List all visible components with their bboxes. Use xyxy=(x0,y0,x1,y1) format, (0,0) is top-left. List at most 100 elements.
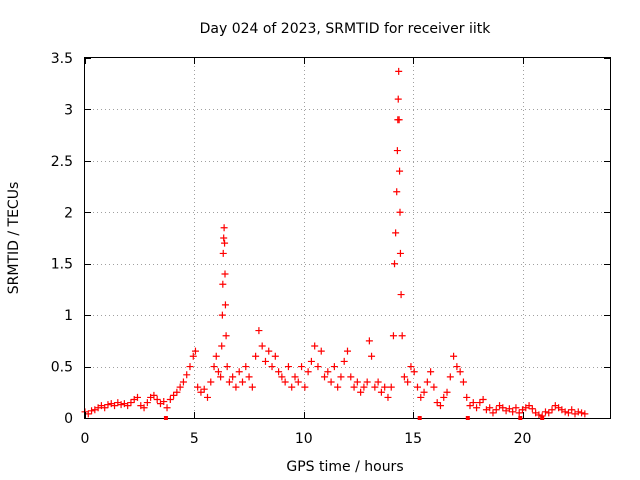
data-points xyxy=(81,67,589,420)
data-point xyxy=(222,332,230,340)
data-point xyxy=(371,383,379,391)
data-point xyxy=(535,411,543,419)
data-point xyxy=(321,373,329,381)
data-point xyxy=(397,291,405,299)
data-point xyxy=(391,260,399,268)
axis-markers xyxy=(163,416,545,420)
x-tick-label: 20 xyxy=(514,431,532,447)
y-tick-label: 2 xyxy=(64,205,73,221)
data-point xyxy=(239,378,246,386)
grid xyxy=(85,58,610,418)
data-point xyxy=(255,327,263,335)
data-point xyxy=(337,373,345,381)
data-point xyxy=(200,385,208,393)
data-point xyxy=(271,352,279,360)
data-point xyxy=(398,332,406,340)
data-point xyxy=(307,357,315,365)
data-point xyxy=(268,363,276,371)
data-point xyxy=(476,399,484,407)
data-point xyxy=(363,378,371,386)
data-point xyxy=(443,388,451,396)
data-point xyxy=(512,404,520,412)
data-point xyxy=(288,383,296,391)
data-point xyxy=(314,363,322,371)
data-point xyxy=(265,347,273,355)
data-point xyxy=(365,337,373,345)
data-point xyxy=(204,393,211,401)
data-point xyxy=(334,383,342,391)
data-point xyxy=(176,383,184,391)
axis-marker xyxy=(518,416,523,420)
data-point xyxy=(581,410,589,418)
data-point xyxy=(197,388,205,396)
y-tick-label: 2.5 xyxy=(51,154,73,170)
data-point xyxy=(258,342,266,350)
data-point xyxy=(284,363,292,371)
data-point xyxy=(561,408,569,416)
data-point xyxy=(377,388,385,396)
data-point xyxy=(430,383,438,391)
data-point xyxy=(505,405,513,413)
data-point xyxy=(381,383,389,391)
data-point xyxy=(229,373,237,381)
data-point xyxy=(179,378,187,386)
data-point xyxy=(396,249,404,257)
data-point xyxy=(301,383,309,391)
data-point xyxy=(479,395,487,403)
y-tick-label: 1 xyxy=(64,308,73,324)
data-point xyxy=(219,280,227,288)
data-point xyxy=(578,409,586,417)
data-point xyxy=(104,401,112,409)
data-point xyxy=(404,378,412,386)
data-point xyxy=(245,373,253,381)
data-point xyxy=(417,393,425,401)
data-point xyxy=(111,402,119,410)
data-point xyxy=(327,378,335,386)
x-tick-label: 10 xyxy=(295,431,313,447)
data-point xyxy=(223,363,231,371)
data-point xyxy=(509,408,517,416)
data-point xyxy=(101,404,109,412)
data-point xyxy=(252,352,260,360)
data-point xyxy=(88,407,96,415)
data-point xyxy=(143,399,151,407)
data-point xyxy=(368,352,376,360)
data-point xyxy=(453,363,461,371)
x-axis-label: GPS time / hours xyxy=(286,459,403,475)
data-point xyxy=(414,383,421,391)
y-tick-label: 0 xyxy=(64,411,73,427)
data-point xyxy=(353,378,361,386)
data-point xyxy=(186,363,194,371)
data-point xyxy=(548,406,556,414)
data-point xyxy=(564,409,572,417)
data-point xyxy=(278,373,286,381)
data-point xyxy=(214,368,222,376)
data-point xyxy=(423,378,431,386)
y-tick-label: 3 xyxy=(64,102,73,118)
data-point xyxy=(396,208,404,216)
data-point xyxy=(117,401,125,409)
data-point xyxy=(395,116,403,124)
data-point xyxy=(466,402,474,410)
data-point xyxy=(153,395,161,403)
axis-marker xyxy=(540,416,545,420)
data-point xyxy=(499,404,507,412)
x-tick-label: 5 xyxy=(190,431,199,447)
data-point xyxy=(433,399,441,407)
data-point xyxy=(407,363,415,371)
data-point xyxy=(170,391,178,399)
data-point xyxy=(347,373,355,381)
data-point xyxy=(261,357,269,365)
data-point xyxy=(232,383,240,391)
data-point xyxy=(459,378,467,386)
data-point xyxy=(150,391,158,399)
chart-title: Day 024 of 2023, SRMTID for receiver iit… xyxy=(200,21,492,37)
data-point xyxy=(394,95,402,103)
data-point xyxy=(127,399,135,407)
data-point xyxy=(486,404,494,412)
data-point xyxy=(541,408,549,416)
plot-frame xyxy=(84,57,611,419)
data-point xyxy=(440,393,448,401)
y-tick-labels: 0 0.5 1 1.5 2 2.5 3 3.5 xyxy=(51,51,73,427)
